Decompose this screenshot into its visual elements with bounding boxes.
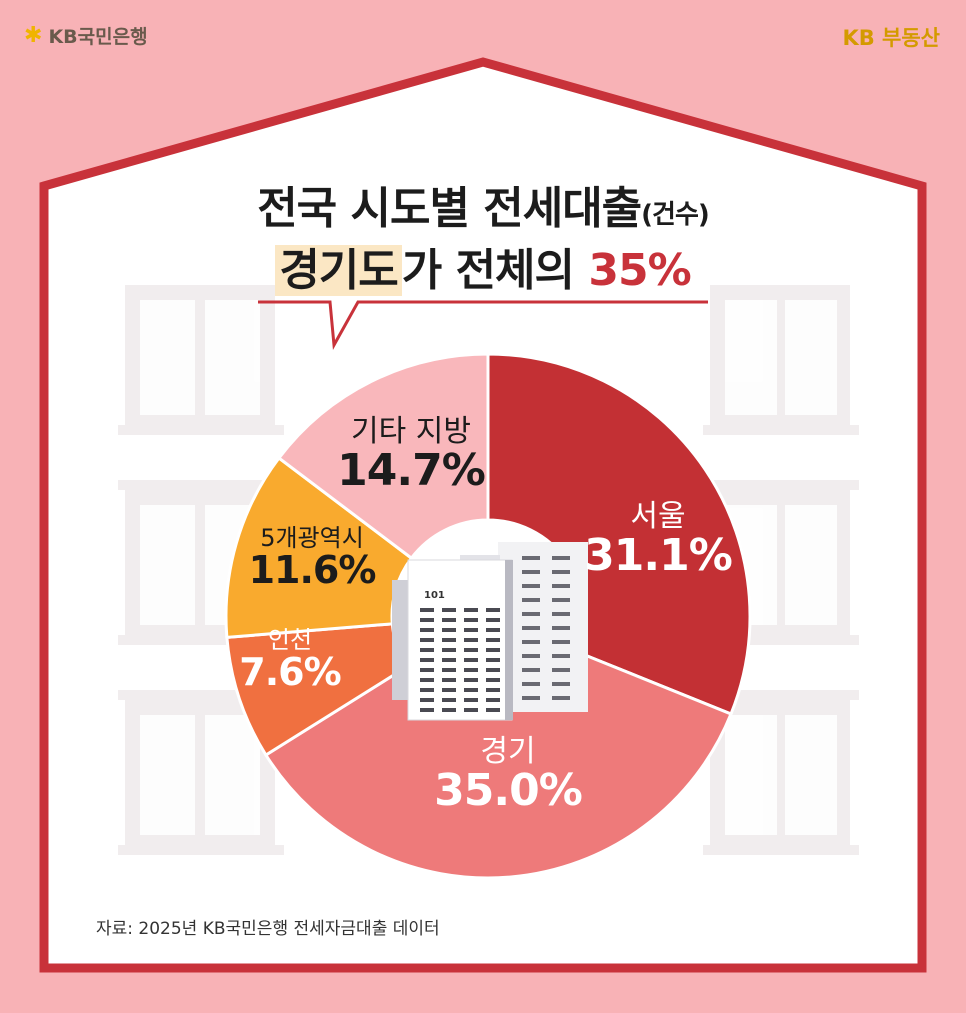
- kb-realestate-kb: KB: [842, 26, 875, 50]
- source-note: 자료: 2025년 KB국민은행 전세자금대출 데이터: [96, 919, 440, 939]
- slice-label-3: 5개광역시 11.6%: [222, 524, 402, 593]
- slice-name: 서울: [630, 499, 686, 534]
- donut-slice-4: [276, 352, 490, 561]
- slice-label-0: 서울 31.1%: [568, 501, 748, 579]
- slice-name: 경기: [480, 734, 536, 769]
- slice-value: 35.0%: [434, 764, 583, 816]
- kb-bank-name: KB국민은행: [48, 26, 148, 48]
- title-red-percent: 35%: [588, 245, 691, 296]
- slice-value: 14.7%: [337, 444, 486, 496]
- kb-realestate-logo: KB 부동산: [842, 22, 940, 52]
- slice-value: 31.1%: [584, 529, 733, 581]
- slice-value: 7.6%: [239, 650, 341, 695]
- slice-label-4: 기타 지방 14.7%: [321, 416, 501, 494]
- slice-label-1: 경기 35.0%: [418, 736, 598, 814]
- apartment-building-icon: [392, 542, 588, 721]
- chart-title-line2: 경기도가 전체의 35%: [0, 234, 966, 298]
- chart-title-line1: 전국 시도별 전세대출(건수): [0, 172, 966, 236]
- kb-realestate-text: 부동산: [882, 26, 940, 50]
- kb-bank-logo: ✱ KB국민은행: [24, 22, 148, 49]
- slice-name: 5개광역시: [260, 524, 364, 552]
- title-highlight: 경기도: [275, 245, 402, 296]
- building-number: 101: [424, 590, 445, 601]
- slice-name: 기타 지방: [351, 414, 471, 449]
- title-speech-bubble: [258, 300, 708, 350]
- slice-name: 인천: [267, 626, 313, 654]
- slice-label-2: 인천 7.6%: [200, 626, 380, 695]
- title-suffix: (건수): [641, 200, 710, 230]
- title-rest: 가 전체의: [401, 245, 589, 296]
- kb-star-icon: ✱: [24, 22, 43, 48]
- title-main: 전국 시도별 전세대출: [257, 183, 642, 234]
- slice-value: 11.6%: [248, 548, 377, 593]
